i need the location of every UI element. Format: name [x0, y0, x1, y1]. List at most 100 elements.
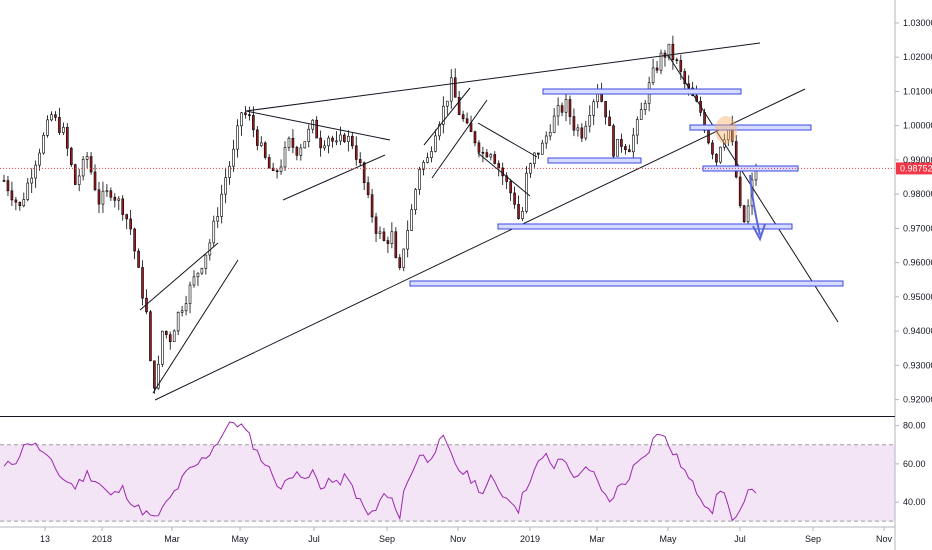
candle-body — [568, 99, 572, 117]
candle — [220, 184, 223, 224]
candle — [347, 130, 350, 152]
candle — [216, 207, 220, 228]
drawings: 0.98752 — [0, 42, 932, 401]
candle-body — [319, 137, 322, 149]
candle — [137, 248, 140, 268]
candle-body — [564, 99, 568, 113]
candle — [113, 193, 117, 208]
candle — [34, 160, 37, 188]
candle — [564, 92, 568, 122]
candle — [319, 130, 322, 157]
candle-body — [6, 180, 10, 192]
candle — [655, 60, 659, 74]
candle-body — [58, 117, 61, 133]
candle — [374, 212, 378, 243]
candle-body — [347, 135, 350, 142]
price-tick-label: 1.00000 — [903, 121, 932, 131]
candle — [663, 49, 667, 67]
candle — [358, 152, 362, 166]
candle-body — [141, 267, 144, 299]
candle-body — [89, 156, 93, 173]
trendline-2018-bot1 — [282, 154, 386, 201]
rsi-band — [0, 444, 895, 522]
candle-body — [493, 154, 497, 164]
candle — [738, 171, 742, 209]
zone-1 — [542, 88, 742, 95]
candle — [525, 166, 528, 214]
candle — [620, 133, 623, 153]
candle — [628, 144, 631, 153]
candle-body — [588, 115, 592, 127]
candle-body — [240, 112, 243, 127]
candle-body — [248, 114, 251, 116]
candle — [707, 128, 710, 145]
candle — [172, 329, 176, 342]
candle — [390, 222, 394, 249]
candle-body — [307, 128, 311, 142]
candle — [125, 213, 128, 230]
candle-body — [719, 146, 722, 163]
candle-body — [533, 152, 536, 164]
candle — [473, 130, 477, 147]
candle — [604, 101, 607, 125]
candle-body — [402, 248, 406, 268]
candle — [548, 124, 552, 141]
candle-body — [22, 199, 26, 206]
candle — [81, 156, 85, 181]
candle — [402, 248, 406, 272]
candle — [228, 161, 231, 185]
candle-body — [754, 170, 758, 181]
channel-early-lo — [152, 259, 239, 394]
candle — [639, 102, 643, 120]
candle — [18, 201, 22, 211]
candle-body — [121, 198, 125, 215]
rsi-band-fill — [0, 444, 895, 522]
candle-body — [414, 189, 417, 211]
candle — [624, 143, 627, 155]
candle-body — [612, 125, 615, 157]
candle-body — [279, 166, 283, 172]
candle-body — [616, 139, 619, 157]
candle — [481, 146, 485, 163]
candle — [212, 215, 216, 248]
candle-body — [77, 175, 81, 185]
candle-body — [442, 105, 445, 125]
candle-body — [430, 151, 433, 159]
candle-body — [339, 134, 342, 142]
candle-body — [184, 303, 188, 312]
candle-body — [584, 125, 588, 139]
candle — [188, 281, 192, 314]
time-tick-label: May — [231, 534, 249, 544]
candle — [58, 107, 61, 136]
candle-body — [362, 162, 366, 184]
candle — [350, 132, 354, 150]
candle-body — [378, 231, 382, 234]
candle — [196, 272, 200, 286]
candle — [398, 254, 402, 271]
candle — [267, 154, 271, 169]
candle-body — [133, 228, 136, 252]
candle — [180, 305, 184, 317]
candle-body — [236, 125, 239, 150]
candle-body — [560, 105, 564, 113]
candle-body — [540, 142, 544, 155]
time-tick-label: 13 — [40, 534, 50, 544]
candle-body — [188, 284, 192, 304]
candle — [671, 35, 675, 70]
candle-body — [295, 147, 299, 156]
candle — [584, 120, 588, 141]
candle — [109, 187, 113, 201]
candle — [394, 227, 398, 259]
candle-body — [192, 276, 196, 286]
candle — [256, 126, 259, 151]
candle-body — [366, 182, 370, 195]
candle-body — [125, 214, 128, 220]
candle-body — [93, 171, 97, 191]
candle-body — [327, 137, 330, 147]
time-tick-label: Mar — [164, 534, 180, 544]
candle-body — [224, 177, 227, 195]
candle — [89, 152, 93, 175]
candle — [719, 146, 722, 164]
candle — [529, 162, 532, 178]
